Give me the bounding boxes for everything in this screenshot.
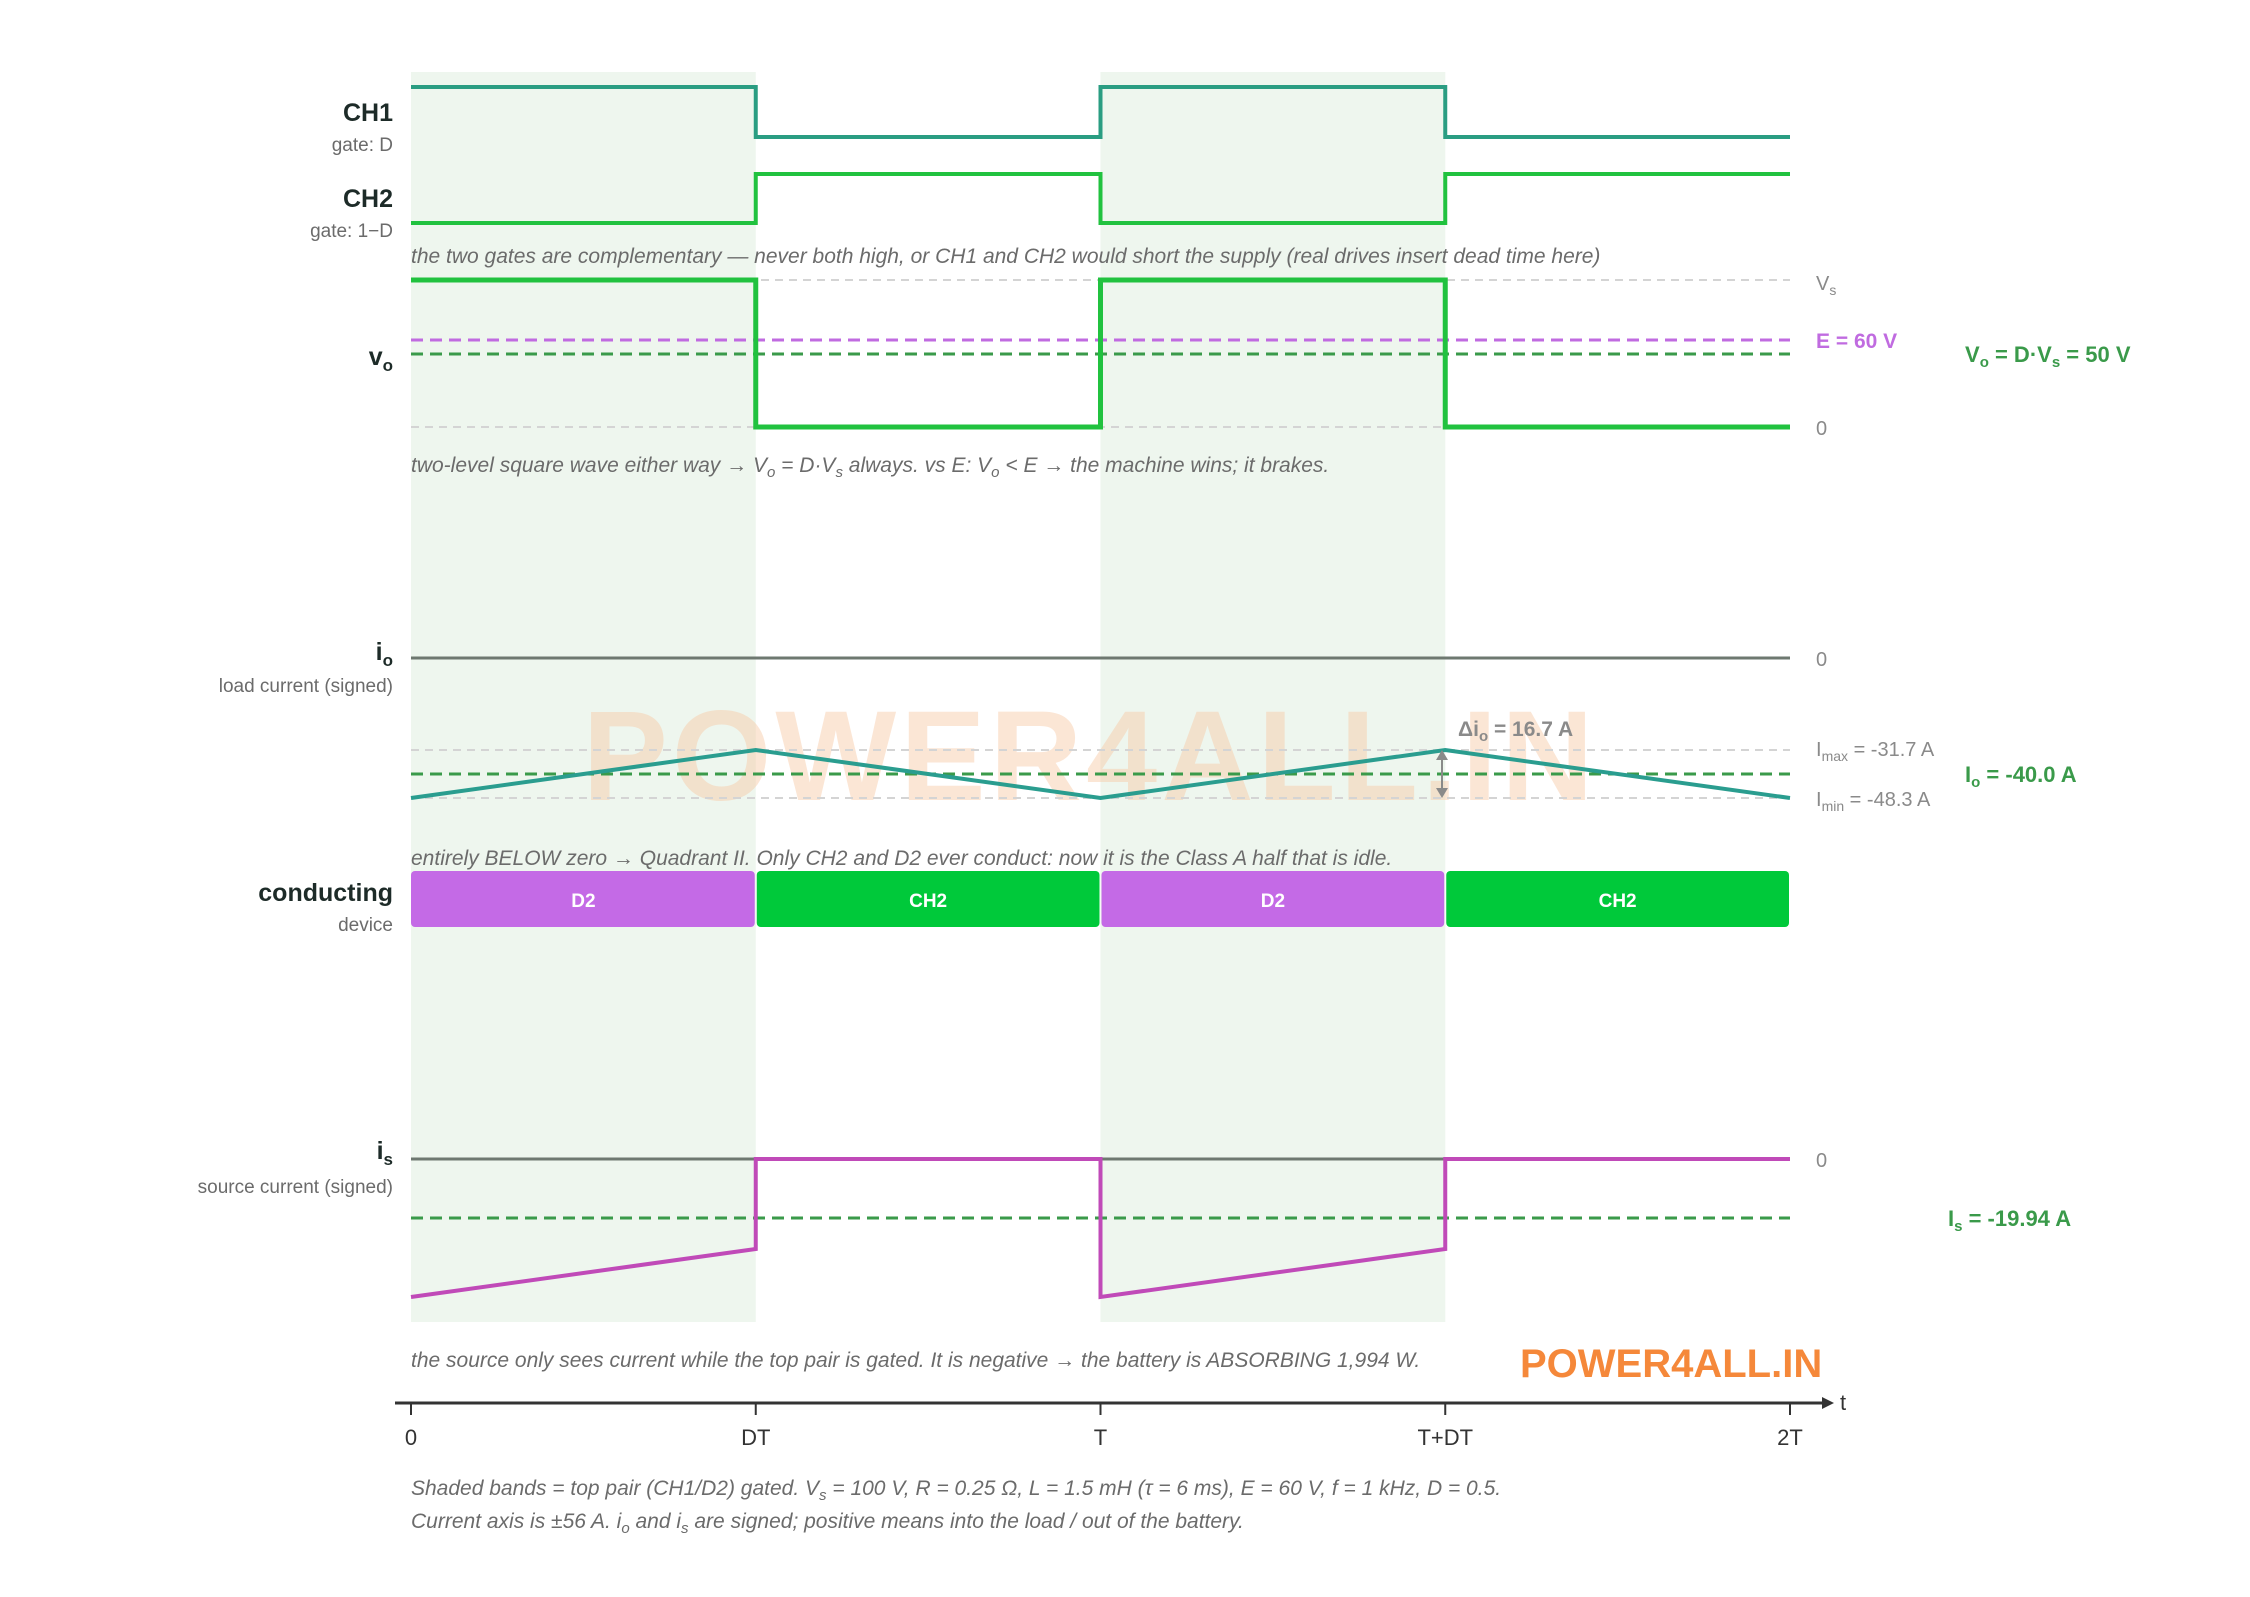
- device-segment-ch2: [1446, 871, 1789, 927]
- vo-zero-label: 0: [1816, 418, 1827, 440]
- io-desc-label: load current (signed): [219, 676, 393, 697]
- footer-line-2: Current axis is ±56 A. io and is are sig…: [411, 1510, 1244, 1537]
- device-segment-d2: [1101, 871, 1445, 927]
- ripple-label: Δio = 16.7 A: [1458, 718, 1573, 745]
- vo-label: vo: [369, 343, 393, 375]
- device-bar: D2 CH2 D2 CH2: [411, 871, 1789, 927]
- vo-note: two-level square wave either way → Vo = …: [411, 454, 1329, 481]
- imin-label: Imin = -48.3 A: [1816, 789, 1931, 814]
- is-zero-label: 0: [1816, 1150, 1827, 1172]
- time-axis-label: t: [1840, 1390, 1846, 1415]
- time-tick-label: DT: [741, 1425, 770, 1450]
- device-segment-label: D2: [571, 891, 595, 912]
- imax-label: Imax = -31.7 A: [1816, 739, 1935, 764]
- ch2-gate-waveform: [411, 172, 1790, 225]
- io-label: io: [376, 638, 393, 670]
- time-tick-label: 2T: [1777, 1425, 1803, 1450]
- time-tick-label: T+DT: [1417, 1425, 1473, 1450]
- io-zero-label: 0: [1816, 649, 1827, 671]
- ch1-label: CH1: [343, 99, 393, 127]
- time-tick-label: T: [1094, 1425, 1107, 1450]
- io-note: entirely BELOW zero → Quadrant II. Only …: [411, 847, 1392, 870]
- is-desc-label: source current (signed): [198, 1177, 393, 1198]
- gates-note: the two gates are complementary — never …: [411, 245, 1600, 268]
- time-axis-arrow: [1822, 1397, 1834, 1409]
- is-average-label: Is = -19.94 A: [1948, 1206, 2071, 1235]
- time-tick-label: 0: [405, 1425, 417, 1450]
- vs-label: Vs: [1816, 273, 1836, 298]
- io-average-label: Io = -40.0 A: [1965, 762, 2077, 791]
- ripple-arrow: [1436, 750, 1448, 798]
- io-waveform: [410, 747, 1791, 801]
- is-note: the source only sees current while the t…: [411, 1349, 1420, 1372]
- ch2-label: CH2: [343, 185, 393, 213]
- is-label: is: [377, 1137, 393, 1169]
- watermark-large: POWER4ALL.IN: [582, 685, 1597, 828]
- ch1-gate-waveform: [411, 85, 1790, 139]
- e-label: E = 60 V: [1816, 330, 1897, 353]
- vo-average-label: Vo = D·Vs = 50 V: [1965, 342, 2131, 371]
- device-segment-d2: [411, 871, 755, 927]
- footer-line-1: Shaded bands = top pair (CH1/D2) gated. …: [411, 1477, 1501, 1504]
- device-label: conducting: [258, 879, 393, 907]
- device-segment-label: CH2: [909, 891, 947, 912]
- device-sub-label: device: [338, 915, 393, 936]
- time-ticks: 0 DT T T+DT 2T: [405, 1403, 1803, 1450]
- is-waveform: [410, 1157, 1790, 1300]
- ch1-sub-label: gate: D: [332, 135, 393, 156]
- device-segment-label: CH2: [1599, 891, 1637, 912]
- vo-waveform: [411, 277, 1790, 430]
- device-segment-label: D2: [1261, 891, 1285, 912]
- watermark-small: POWER4ALL.IN: [1520, 1342, 1822, 1386]
- ch2-sub-label: gate: 1−D: [310, 221, 393, 242]
- device-segment-ch2: [756, 871, 1100, 927]
